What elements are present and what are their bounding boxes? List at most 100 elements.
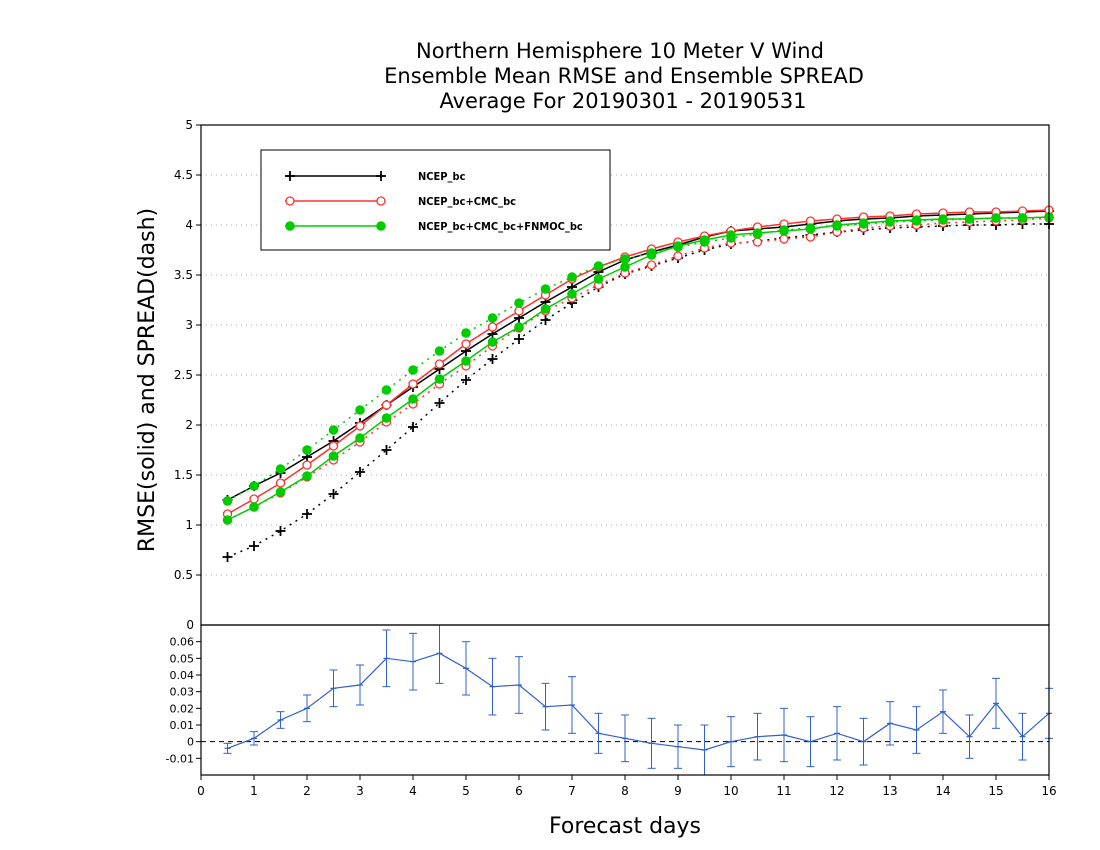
x-tick-label: 4 [409, 784, 417, 798]
legend-marker [376, 221, 386, 231]
legend-entries: NCEP_bc NCEP_bc+CMC_bc NCEP_bc+CMC_bc+FNMO… [285, 170, 583, 233]
spread-point [355, 405, 365, 415]
diff-y-tick-label: 0.05 [170, 652, 195, 665]
x-tick-label: 5 [462, 784, 470, 798]
series-1 [222, 205, 1054, 525]
spread-point [249, 481, 259, 491]
spread-point [514, 298, 524, 308]
diff-point [568, 676, 576, 734]
diff-point [753, 712, 762, 761]
legend-marker [285, 221, 295, 231]
diff-point [329, 669, 338, 708]
spread-point [461, 375, 471, 385]
spread-point [593, 261, 604, 271]
rmse-point [1017, 213, 1028, 223]
rmse-point [249, 502, 259, 512]
rmse-point [514, 322, 524, 332]
main-y-tick-label: 1 [185, 518, 193, 532]
x-tick-label: 16 [1041, 784, 1056, 798]
rmse-point [355, 433, 365, 443]
rmse-point [673, 241, 683, 251]
x-tick-label: 0 [197, 784, 205, 798]
legend-entry: NCEP_bc [285, 170, 466, 183]
spread-point [302, 509, 312, 519]
legend-marker [376, 171, 386, 181]
diff-point [727, 716, 735, 768]
main-y-ticks: 0.5 1 1.5 2 2.5 3 3.5 4 4.5 5 [174, 118, 201, 582]
spread-line-0 [227, 223, 1049, 558]
y-axis-title: RMSE(solid) and SPREAD(dash) [135, 208, 160, 552]
main-y-tick-label: 4.5 [174, 168, 193, 182]
legend-entry: NCEP_bc+CMC_bc+FNMOC_bc [285, 220, 583, 233]
spread-point [355, 467, 365, 477]
rmse-point [434, 359, 445, 369]
rmse-point [514, 306, 524, 316]
rmse-point [275, 487, 286, 497]
spread-point [381, 385, 392, 395]
rmse-point [328, 451, 339, 461]
diff-top-tick-label: 0 [186, 618, 194, 632]
x-tick-label: 12 [829, 784, 844, 798]
rmse-point [381, 400, 392, 410]
main-y-tick-label: 3.5 [174, 268, 193, 282]
diff-point [223, 742, 232, 754]
rmse-point [487, 337, 498, 347]
diff-point [594, 712, 603, 754]
rmse-line-0 [227, 210, 1050, 501]
spread-point [620, 254, 630, 264]
diff-y-tick-label: 0.01 [170, 719, 195, 732]
rmse-point [275, 478, 286, 488]
rmse-point [779, 226, 789, 236]
x-tick-label: 10 [723, 784, 738, 798]
spread-line-2 [227, 216, 1050, 502]
x-axis-title: Forecast days [549, 814, 701, 839]
x-tick-label: 2 [303, 784, 311, 798]
rmse-point [620, 262, 630, 272]
main-y-tick-label: 0.5 [174, 568, 193, 582]
series-2 [222, 212, 1054, 525]
spread-point [381, 445, 392, 455]
rmse-point [964, 214, 975, 224]
rmse-point [434, 374, 445, 384]
main-series-group [222, 205, 1054, 562]
main-y-tick-label: 5 [185, 118, 193, 132]
spread-point [646, 260, 657, 270]
legend-marker [285, 196, 295, 206]
diff-point [992, 677, 1000, 729]
legend-entry: NCEP_bc+CMC_bc [285, 195, 516, 208]
rmse-point [302, 471, 312, 481]
diff-y-tick-label: 0.02 [170, 702, 195, 715]
spread-point [302, 445, 312, 455]
diff-point [356, 664, 364, 706]
spread-point [540, 315, 551, 325]
spread-point [779, 234, 789, 244]
rmse-point [752, 228, 763, 238]
diff-point [674, 724, 682, 769]
rmse-point [938, 214, 948, 224]
legend-marker [285, 171, 295, 181]
rmse-point [408, 379, 418, 389]
diff-point [1018, 712, 1027, 761]
rmse-point [381, 413, 392, 423]
x-tick-label: 6 [515, 784, 523, 798]
rmse-point [355, 421, 365, 431]
diff-point [303, 694, 311, 723]
rmse-point [646, 250, 657, 260]
spread-point [540, 284, 551, 294]
diff-point [859, 717, 868, 766]
rmse-point [408, 394, 418, 404]
diff-point [939, 689, 947, 734]
x-tick-label: 8 [621, 784, 629, 798]
spread-point [514, 334, 524, 344]
diff-point [912, 706, 921, 754]
diff-point [833, 706, 841, 761]
diff-point [541, 682, 550, 731]
spread-point [461, 328, 471, 338]
diff-point [276, 711, 285, 729]
x-tick-label: 9 [674, 784, 682, 798]
spread-point [487, 354, 498, 364]
legend: NCEP_bc NCEP_bc+CMC_bc NCEP_bc+CMC_bc+FNMO… [260, 149, 611, 251]
diff-point [886, 701, 894, 746]
diff-point [488, 657, 497, 716]
